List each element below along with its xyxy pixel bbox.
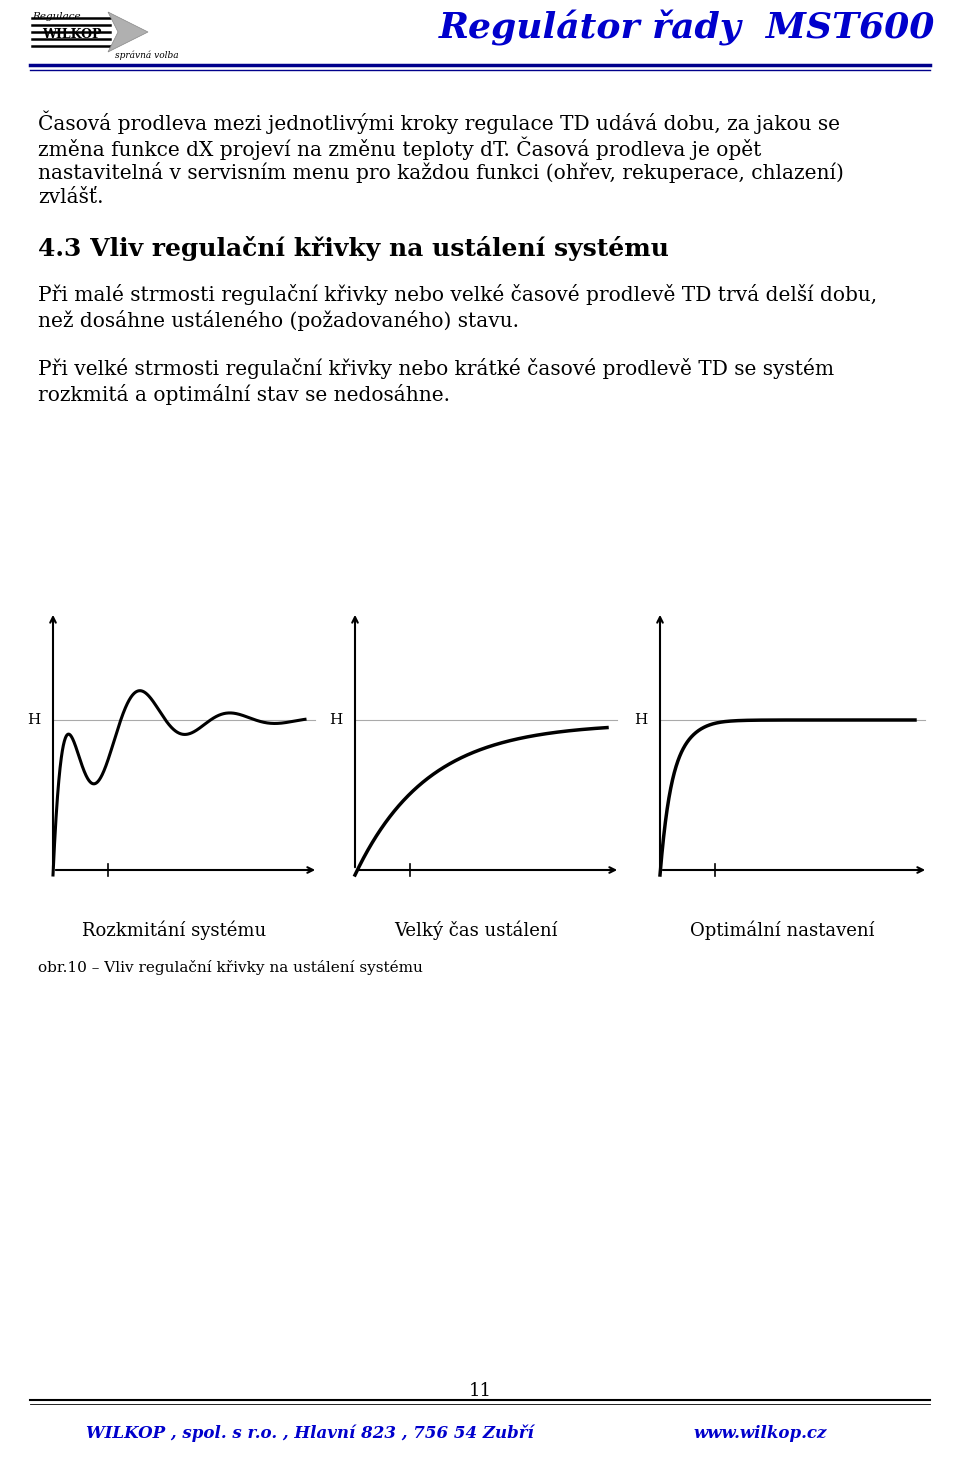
Text: obr.10 – Vliv regulační křivky na ustálení systému: obr.10 – Vliv regulační křivky na ustále… <box>38 960 422 975</box>
Text: Optimální nastavení: Optimální nastavení <box>690 919 875 940</box>
Text: správná volba: správná volba <box>115 50 179 60</box>
Text: Při malé strmosti regulační křivky nebo velké časové prodlevě TD trvá delší dobu: Při malé strmosti regulační křivky nebo … <box>38 284 877 305</box>
Text: Při velké strmosti regulační křivky nebo krátké časové prodlevě TD se systém: Při velké strmosti regulační křivky nebo… <box>38 358 834 379</box>
Text: H: H <box>328 712 342 727</box>
Text: nastavitelná v servisním menu pro každou funkci (ohřev, rekuperace, chlazení): nastavitelná v servisním menu pro každou… <box>38 162 844 184</box>
Text: Velký čas ustálení: Velký čas ustálení <box>395 919 558 940</box>
Text: zvlášť.: zvlášť. <box>38 188 104 207</box>
Text: WILKOP , spol. s r.o. , Hlavní 823 , 756 54 Zubří: WILKOP , spol. s r.o. , Hlavní 823 , 756… <box>86 1425 534 1442</box>
Text: 11: 11 <box>468 1383 492 1400</box>
Text: Regulátor řady  MST600: Regulátor řady MST600 <box>439 10 935 47</box>
Text: rozkmitá a optimální stav se nedosáhne.: rozkmitá a optimální stav se nedosáhne. <box>38 385 450 405</box>
Text: H: H <box>634 712 647 727</box>
Text: www.wilkop.cz: www.wilkop.cz <box>693 1425 827 1442</box>
Text: Rozkmitání systému: Rozkmitání systému <box>82 919 266 940</box>
Text: 4.3 Vliv regulační křivky na ustálení systému: 4.3 Vliv regulační křivky na ustálení sy… <box>38 236 669 261</box>
Text: Regulace: Regulace <box>32 12 81 20</box>
Polygon shape <box>108 12 148 52</box>
Text: H: H <box>27 712 40 727</box>
Text: WILKOP: WILKOP <box>42 28 102 41</box>
Text: změna funkce dX projeví na změnu teploty dT. Časová prodleva je opět: změna funkce dX projeví na změnu teploty… <box>38 136 761 159</box>
Text: Časová prodleva mezi jednotlivými kroky regulace TD udává dobu, za jakou se: Časová prodleva mezi jednotlivými kroky … <box>38 109 840 134</box>
Text: než dosáhne ustáleného (požadovaného) stavu.: než dosáhne ustáleného (požadovaného) st… <box>38 310 519 331</box>
